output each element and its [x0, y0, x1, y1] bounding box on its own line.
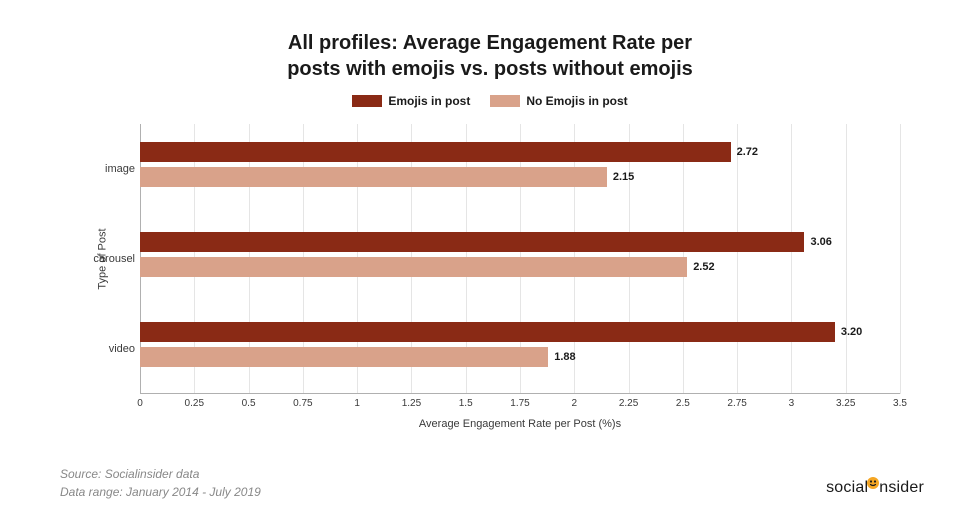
bar-value-label: 2.72 — [737, 142, 758, 162]
category-label: video — [80, 343, 135, 355]
x-tick: 2.5 — [676, 398, 690, 409]
plot-area: Type of Post Average Engagement Rate per… — [140, 124, 900, 394]
legend-swatch-emojis — [352, 95, 382, 107]
x-tick: 0.25 — [185, 398, 204, 409]
category-label: carousel — [80, 253, 135, 265]
gridline — [900, 124, 901, 394]
category-group: image2.722.15 — [140, 124, 900, 214]
legend-item-emojis: Emojis in post — [352, 94, 470, 108]
title-line-1: All profiles: Average Engagement Rate pe… — [288, 32, 692, 54]
bar-value-label: 2.52 — [693, 257, 714, 277]
legend-item-no-emojis: No Emojis in post — [490, 94, 627, 108]
bar-value-label: 3.06 — [810, 232, 831, 252]
x-tick: 1.25 — [402, 398, 421, 409]
title-line-2: posts with emojis vs. posts without emoj… — [287, 58, 693, 80]
brand-text-left: social — [826, 479, 868, 497]
bar-value-label: 1.88 — [554, 347, 575, 367]
x-tick: 3.25 — [836, 398, 855, 409]
x-tick: 3.5 — [893, 398, 907, 409]
legend-label-emojis: Emojis in post — [388, 94, 470, 108]
legend: Emojis in post No Emojis in post — [60, 94, 920, 108]
category-group: video3.201.88 — [140, 304, 900, 394]
chart-title: All profiles: Average Engagement Rate pe… — [60, 30, 920, 82]
footer-range: Data range: January 2014 - July 2019 — [60, 483, 261, 501]
x-tick: 1 — [354, 398, 360, 409]
legend-label-no-emojis: No Emojis in post — [526, 94, 627, 108]
x-axis-label: Average Engagement Rate per Post (%)s — [419, 418, 621, 430]
bar-emojis: 3.20 — [140, 322, 835, 342]
x-tick: 2 — [572, 398, 578, 409]
chart-container: All profiles: Average Engagement Rate pe… — [60, 30, 920, 394]
bar-value-label: 3.20 — [841, 322, 862, 342]
bar-emojis: 2.72 — [140, 142, 731, 162]
category-label: image — [80, 163, 135, 175]
x-tick: 2.75 — [727, 398, 746, 409]
brand-text-right: nsider — [879, 479, 924, 497]
bar-no-emojis: 2.52 — [140, 257, 687, 277]
x-tick: 2.25 — [619, 398, 638, 409]
legend-swatch-no-emojis — [490, 95, 520, 107]
x-tick: 3 — [789, 398, 795, 409]
x-tick: 0.75 — [293, 398, 312, 409]
brand-i-icon — [866, 476, 880, 490]
footer-source: Source: Socialinsider data — [60, 465, 261, 483]
bar-value-label: 2.15 — [613, 167, 634, 187]
x-tick: 1.75 — [510, 398, 529, 409]
x-tick: 0 — [137, 398, 143, 409]
x-tick: 0.5 — [242, 398, 256, 409]
bar-no-emojis: 1.88 — [140, 347, 548, 367]
category-group: carousel3.062.52 — [140, 214, 900, 304]
bar-no-emojis: 2.15 — [140, 167, 607, 187]
brand-logo: social nsider — [826, 479, 924, 497]
x-tick: 1.5 — [459, 398, 473, 409]
footer: Source: Socialinsider data Data range: J… — [60, 465, 261, 501]
bar-emojis: 3.06 — [140, 232, 804, 252]
